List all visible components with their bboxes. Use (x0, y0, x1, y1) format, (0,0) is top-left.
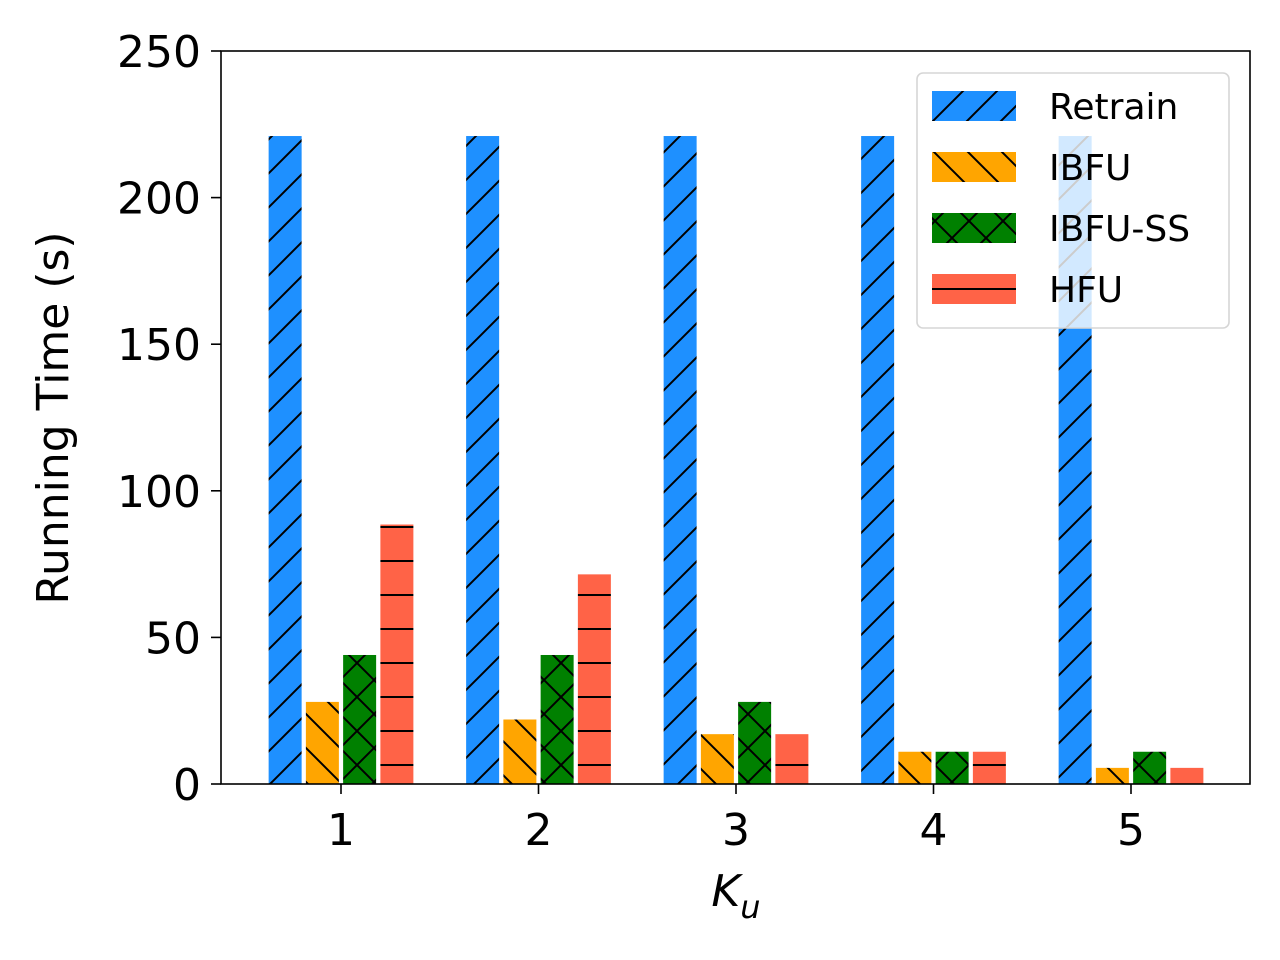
bar-hfu-5 (1170, 767, 1204, 784)
legend-label: IBFU-SS (1049, 209, 1190, 250)
bar-ibfu-3 (700, 734, 734, 784)
bar-hfu-2 (577, 574, 611, 784)
y-axis: 0 50 100 150 200 250 (117, 27, 221, 811)
y-tick-label: 100 (117, 467, 201, 518)
bar-ibfu-ss-3 (738, 701, 772, 784)
y-tick-label: 0 (173, 760, 201, 811)
bar-retrain-1 (268, 136, 302, 784)
legend-swatch-retrain (932, 91, 1016, 121)
y-axis-label: Running Time (s) (28, 231, 79, 604)
legend-label: Retrain (1049, 87, 1178, 128)
legend-label: IBFU (1049, 148, 1131, 189)
bar-hfu-3 (775, 734, 809, 784)
x-axis-label-subscript: u (740, 888, 760, 926)
legend-label: HFU (1049, 270, 1123, 311)
bar-hfu-1 (380, 524, 414, 784)
x-tick-label: 5 (1117, 805, 1145, 856)
bar-ibfu-5 (1095, 767, 1129, 784)
bar-retrain-4 (861, 136, 895, 784)
y-tick-label: 50 (145, 613, 201, 664)
x-axis: 1 2 3 4 5 (327, 784, 1145, 856)
bar-hfu-4 (972, 751, 1006, 784)
bar-retrain-3 (663, 136, 697, 784)
x-tick-label: 3 (722, 805, 750, 856)
bar-ibfu-1 (305, 701, 339, 784)
x-tick-label: 1 (327, 805, 355, 856)
bar-ibfu-ss-1 (343, 654, 377, 784)
legend: Retrain IBFU IBFU-SS HFU (916, 72, 1230, 329)
bar-ibfu-4 (898, 751, 932, 784)
x-axis-label: Ku (711, 866, 760, 926)
y-tick-label: 200 (117, 174, 201, 225)
bar-ibfu-2 (503, 719, 537, 784)
x-tick-label: 2 (525, 805, 553, 856)
x-tick-label: 4 (920, 805, 948, 856)
bar-retrain-2 (466, 136, 500, 784)
legend-swatch-ibfu-ss (932, 213, 1016, 243)
bar-ibfu-ss-4 (935, 751, 969, 784)
y-tick-label: 150 (117, 320, 201, 371)
legend-swatch-hfu (932, 274, 1016, 304)
x-axis-label-main: K (711, 866, 743, 917)
bar-ibfu-ss-5 (1133, 751, 1167, 784)
bars-layer (268, 136, 1204, 784)
y-tick-label: 250 (117, 27, 201, 78)
legend-frame (916, 72, 1230, 329)
legend-swatch-ibfu (932, 152, 1016, 182)
bar-ibfu-ss-2 (540, 654, 574, 784)
